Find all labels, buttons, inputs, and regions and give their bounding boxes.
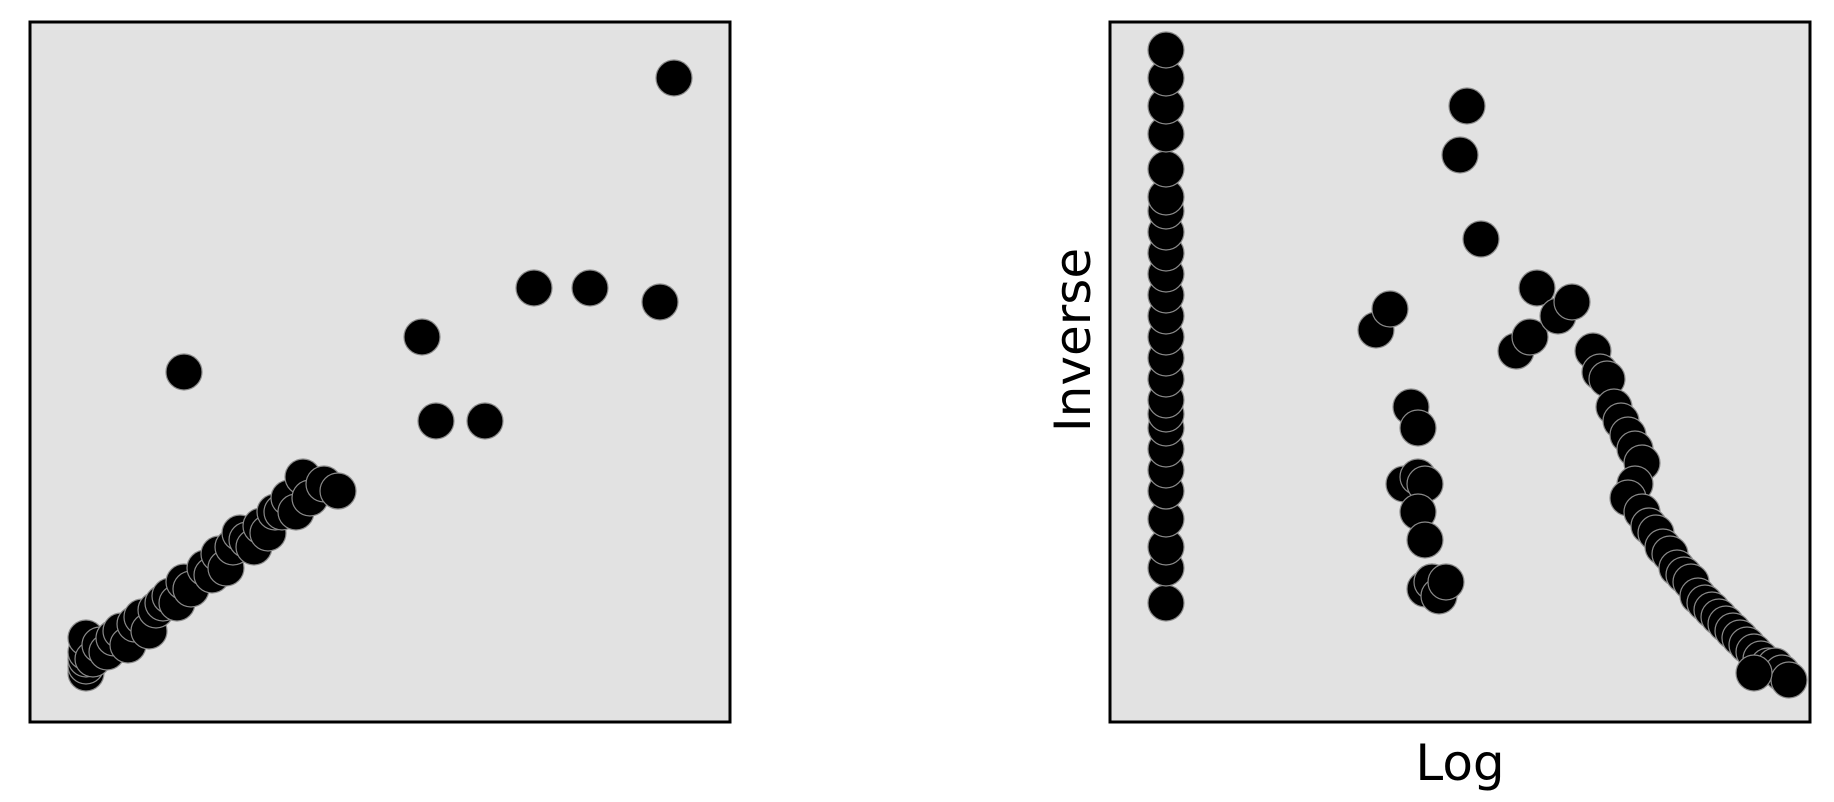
scatter-point — [1400, 410, 1436, 446]
scatter-point — [1736, 655, 1772, 691]
scatter-point — [656, 60, 692, 96]
scatter-point — [404, 319, 440, 355]
scatter-point — [166, 354, 202, 390]
scatter-point — [572, 270, 608, 306]
scatter-point — [1463, 221, 1499, 257]
scatter-point — [516, 270, 552, 306]
scatter-point — [1407, 522, 1443, 558]
scatter-point — [1449, 88, 1485, 124]
right-scatter-panel: Inverse Log — [1044, 22, 1810, 792]
scatter-point — [1148, 585, 1184, 621]
scatter-point — [1554, 284, 1590, 320]
scatter-point — [320, 473, 356, 509]
scatter-point — [1771, 662, 1807, 698]
scatter-point — [1372, 291, 1408, 327]
scatter-point — [1148, 32, 1184, 68]
scatter-point — [467, 403, 503, 439]
scatter-point — [1442, 137, 1478, 173]
right-x-axis-label: Log — [1415, 734, 1504, 792]
scatter-point — [418, 403, 454, 439]
left-scatter-panel — [30, 22, 730, 722]
right-y-axis-label: Inverse — [1044, 248, 1102, 432]
scatter-point — [1148, 151, 1184, 187]
scatter-point — [642, 284, 678, 320]
scatter-point — [1428, 564, 1464, 600]
